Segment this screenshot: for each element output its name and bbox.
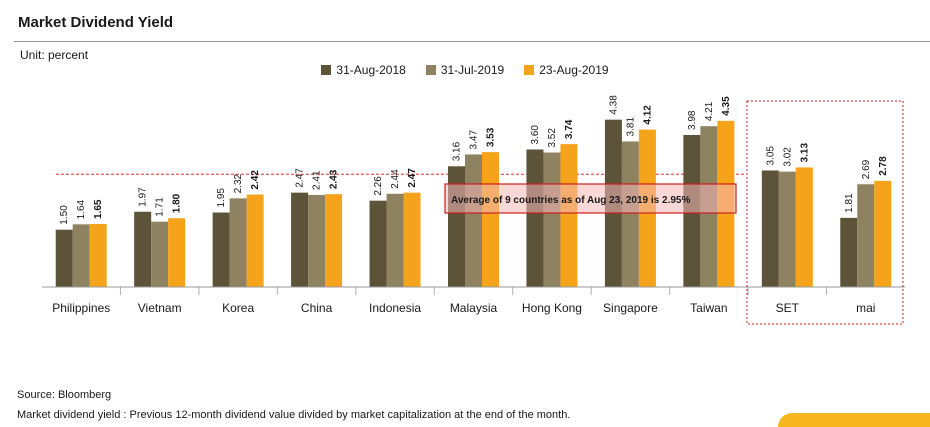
legend-item-series-3: 23-Aug-2019 [524, 62, 609, 78]
bar-singapore-series-2 [621, 141, 639, 287]
value-label: 2.32 [233, 173, 244, 193]
legend-label-series-1: 31-Aug-2018 [336, 63, 406, 77]
value-label: 1.65 [93, 199, 104, 219]
value-label: 3.60 [530, 125, 541, 145]
value-label: 4.38 [608, 95, 619, 115]
category-label: Philippines [52, 301, 110, 315]
value-label: 2.78 [878, 156, 889, 176]
value-label: 2.47 [407, 168, 418, 188]
bar-mai-series-1 [840, 217, 858, 287]
value-label: 2.47 [295, 168, 306, 188]
bar-hong-kong-series-1 [526, 149, 544, 287]
bar-hong-kong-series-3 [560, 144, 578, 287]
category-label: mai [856, 301, 875, 315]
value-label: 3.52 [547, 128, 558, 148]
value-label: 2.44 [390, 169, 401, 189]
value-label: 1.97 [138, 187, 149, 207]
value-label: 3.74 [564, 119, 575, 139]
bar-korea-series-2 [229, 198, 247, 287]
bar-china-series-3 [325, 194, 343, 287]
category-label: Korea [222, 301, 254, 315]
bar-hong-kong-series-2 [543, 152, 561, 287]
value-label: 3.53 [486, 127, 497, 147]
bar-philippines-series-2 [72, 224, 90, 287]
value-label: 1.64 [76, 199, 87, 219]
bar-philippines-series-3 [89, 223, 107, 287]
category-label: Taiwan [690, 301, 727, 315]
category-label: Malaysia [450, 301, 498, 315]
value-label: 3.47 [469, 130, 480, 150]
chart-legend: 31-Aug-2018 31-Jul-2019 23-Aug-2019 [0, 62, 930, 78]
bar-malaysia-series-3 [482, 152, 499, 287]
set-mai-highlight-box [746, 100, 904, 325]
bar-set-series-3 [795, 167, 813, 287]
source-note: Source: Bloomberg [17, 389, 112, 401]
legend-swatch-series-2 [425, 65, 436, 75]
bar-korea-series-3 [246, 194, 264, 287]
category-label: Hong Kong [522, 301, 582, 315]
average-annotation-text: Average of 9 countries as of Aug 23, 201… [451, 195, 690, 206]
value-label: 4.21 [704, 101, 715, 121]
chart-title: Market Dividend Yield [18, 14, 174, 31]
value-label: 2.26 [373, 176, 384, 196]
value-label: 3.02 [782, 147, 793, 167]
value-label: 2.41 [312, 170, 323, 190]
bar-korea-series-1 [212, 212, 230, 287]
legend-swatch-series-3 [524, 65, 535, 75]
legend-swatch-series-1 [321, 65, 332, 75]
definition-note: Market dividend yield : Previous 12-mont… [17, 409, 571, 421]
value-label: 1.95 [216, 188, 227, 208]
value-label: 3.13 [799, 143, 810, 163]
bar-china-series-1 [291, 192, 309, 287]
bar-vietnam-series-3 [168, 218, 186, 287]
decorative-bottom-bar [778, 413, 930, 427]
legend-item-series-2: 31-Jul-2019 [425, 62, 505, 78]
value-label: 3.16 [452, 141, 463, 161]
bar-indonesia-series-2 [386, 193, 404, 287]
bar-mai-series-2 [857, 184, 875, 287]
bar-indonesia-series-3 [403, 192, 421, 287]
value-label: 4.35 [721, 96, 732, 116]
value-label: 2.42 [250, 170, 261, 190]
bar-mai-series-3 [874, 180, 892, 287]
title-divider [14, 41, 930, 42]
bar-malaysia-series-2 [465, 154, 482, 287]
value-label: 1.71 [155, 197, 166, 217]
value-label: 2.43 [329, 169, 340, 189]
category-label: SET [776, 301, 800, 315]
value-label: 1.80 [172, 193, 183, 213]
value-label: 4.12 [642, 105, 653, 125]
category-label: Vietnam [138, 301, 182, 315]
value-label: 3.81 [625, 117, 636, 137]
legend-label-series-3: 23-Aug-2019 [539, 63, 609, 77]
bar-vietnam-series-1 [134, 211, 152, 287]
bar-vietnam-series-2 [151, 221, 169, 287]
value-label: 2.69 [861, 159, 872, 179]
bar-indonesia-series-1 [369, 200, 387, 287]
bar-set-series-2 [778, 171, 796, 287]
category-label: China [301, 301, 333, 315]
legend-label-series-2: 31-Jul-2019 [440, 63, 505, 77]
average-annotation-box [444, 183, 737, 214]
category-label: Singapore [603, 301, 658, 315]
unit-label: Unit: percent [20, 48, 89, 62]
bar-china-series-2 [308, 194, 326, 287]
category-label: Indonesia [369, 301, 421, 315]
value-label: 1.81 [844, 193, 855, 213]
legend-item-series-1: 31-Aug-2018 [321, 62, 406, 78]
value-label: 3.05 [765, 146, 776, 166]
bar-set-series-1 [761, 170, 779, 287]
bar-philippines-series-1 [55, 229, 73, 287]
value-label: 3.98 [687, 110, 698, 130]
value-label: 1.50 [59, 205, 70, 225]
